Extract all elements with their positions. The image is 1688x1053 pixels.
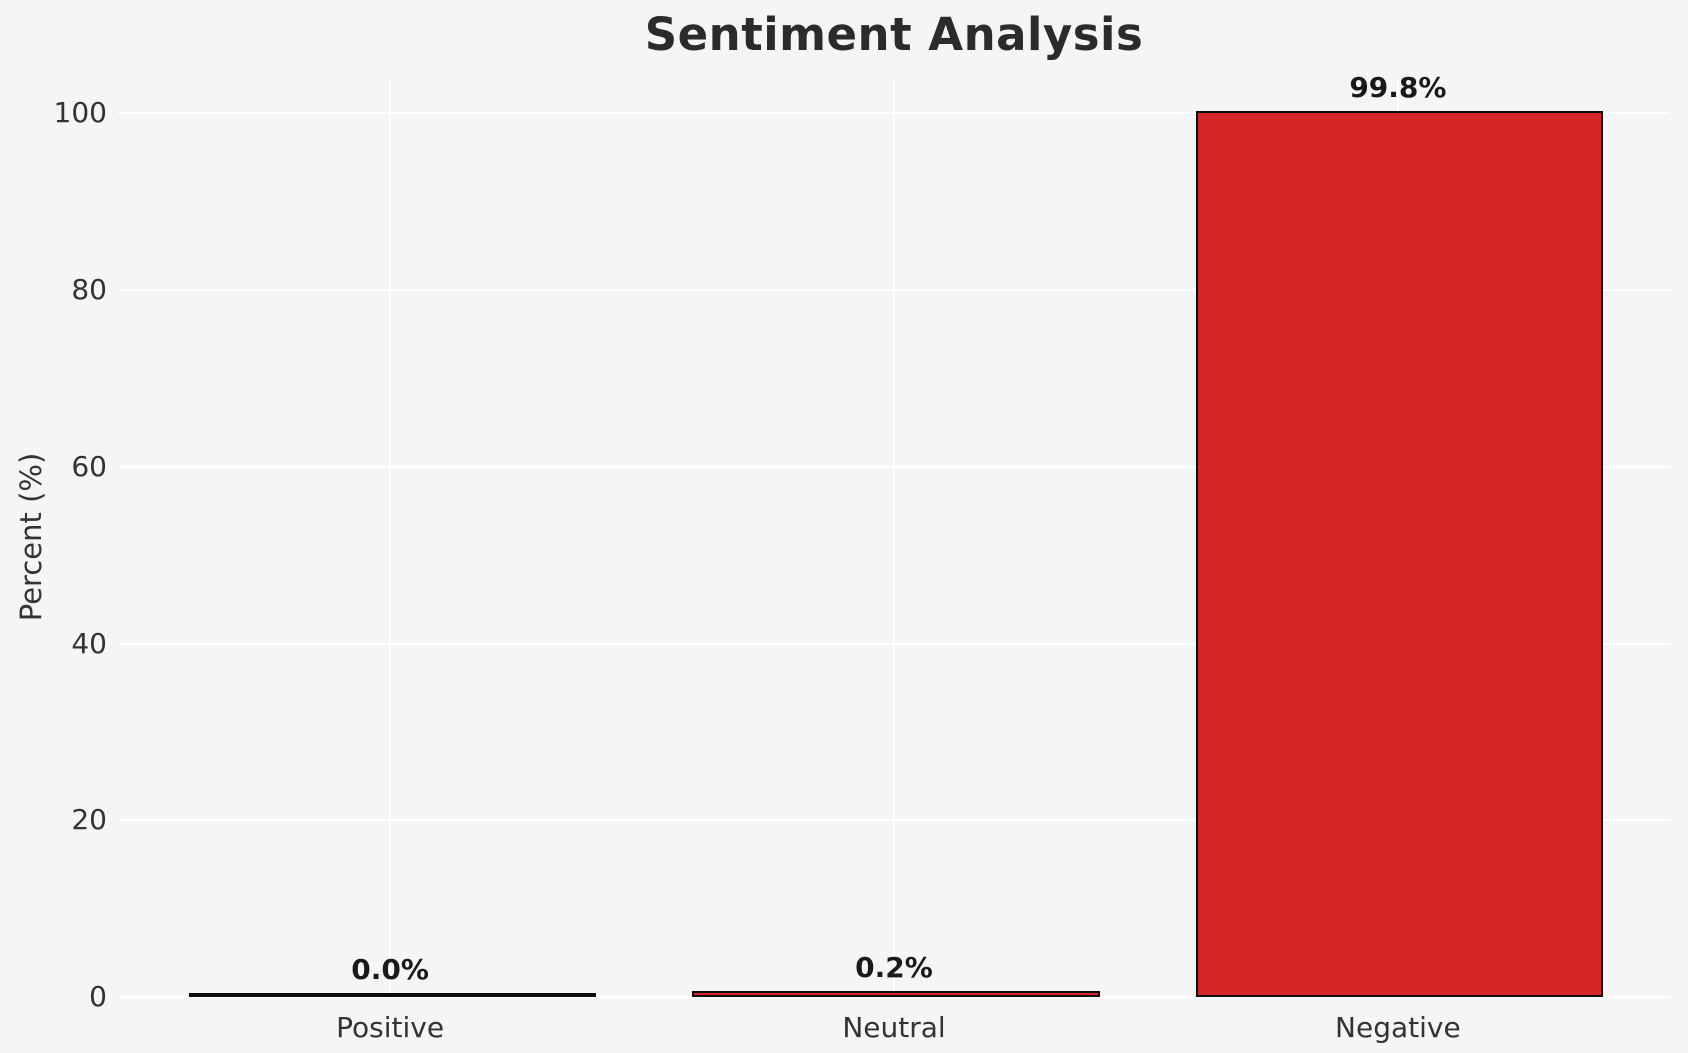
y-tick-label-60: 60 bbox=[71, 449, 107, 483]
x-tick-label-positive: Positive bbox=[336, 1011, 445, 1044]
y-tick-label-80: 80 bbox=[71, 273, 107, 307]
x-tick-label-neutral: Neutral bbox=[842, 1011, 946, 1044]
bar-negative bbox=[1196, 111, 1604, 997]
chart-title: Sentiment Analysis bbox=[644, 8, 1144, 61]
y-tick-label-100: 100 bbox=[53, 96, 107, 130]
y-tick-label-40: 40 bbox=[71, 626, 107, 660]
bar-positive bbox=[188, 993, 596, 997]
value-label-negative: 99.8% bbox=[1349, 71, 1447, 105]
gridline-h-0 bbox=[118, 996, 1670, 998]
value-label-neutral: 0.2% bbox=[855, 951, 933, 985]
bar-neutral bbox=[692, 991, 1100, 997]
gridline-v-positive bbox=[389, 78, 392, 997]
gridline-v-neutral bbox=[893, 78, 895, 997]
x-tick-label-negative: Negative bbox=[1335, 1011, 1461, 1044]
y-tick-label-0: 0 bbox=[89, 980, 107, 1013]
value-label-positive: 0.0% bbox=[351, 953, 429, 986]
plot-area bbox=[118, 78, 1670, 998]
y-tick-label-20: 20 bbox=[71, 803, 107, 837]
